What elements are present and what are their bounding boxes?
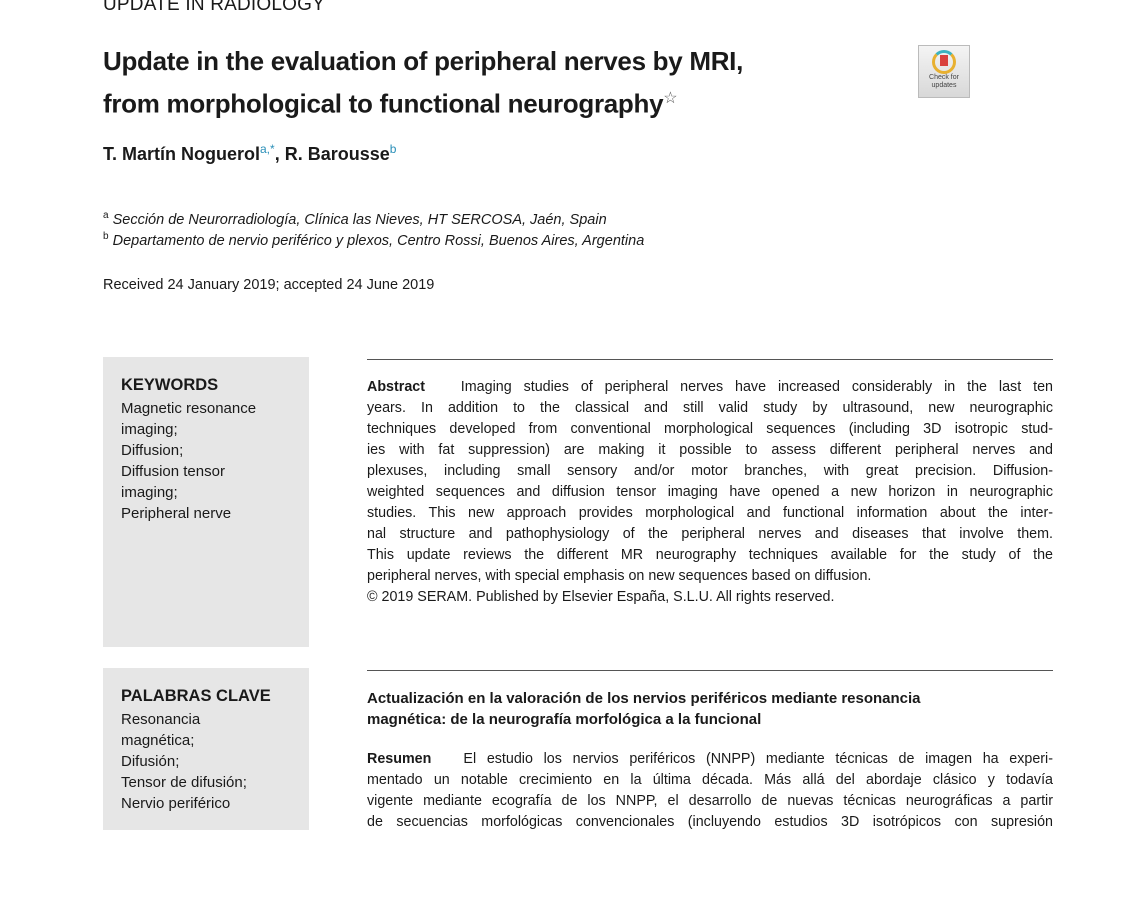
badge-text: updates [931,82,957,89]
badge-text: Check for [929,74,959,81]
line-text: This update reviews the different MR neu… [367,547,1053,563]
line-text: ies with fat suppression) are making it … [367,442,1053,458]
text-line: peripheral nerves, with special emphasis… [367,566,1053,587]
keyword: imaging; [121,484,178,501]
text-line: de secuencias morfológicas convencionale… [367,812,1053,833]
section-label: Resumen [367,751,432,767]
line-text: nal structure and pathophysiology of the… [367,526,1053,542]
title-line: from morphological to functional neurogr… [103,88,664,119]
section-label: Abstract [367,379,425,395]
affiliation: a Sección de Neurorradiología, Clínica l… [103,210,607,228]
authors: T. Martín Noguerola,*, R. Barousseb [103,142,396,165]
keyword: Tensor de difusión; [121,774,247,791]
article-title: Update in the evaluation of peripheral n… [103,42,743,123]
text-line: Resumen El estudio los nervios periféric… [367,749,1053,770]
resumen: Resumen El estudio los nervios periféric… [367,749,1053,833]
line-text: peripheral nerves, with special emphasis… [367,568,872,584]
received-dates: Received 24 January 2019; accepted 24 Ju… [103,277,435,293]
separator: , [274,144,285,164]
check-for-updates-button[interactable]: Check for updates [918,45,970,98]
divider [367,359,1053,360]
keyword: Difusión; [121,753,180,770]
affiliation: b Departamento de nervio periférico y pl… [103,231,644,249]
affiliation-text: Sección de Neurorradiología, Clínica las… [112,211,607,228]
keyword: Nervio periférico [121,795,231,812]
text-line: © 2019 SERAM. Published by Elsevier Espa… [367,587,1053,608]
line-text: mentado un notable crecimiento en la últ… [367,772,1053,788]
keyword: Diffusion tensor [121,463,225,480]
keyword: Magnetic resonance [121,400,257,417]
line-text: El estudio los nervios periféricos (NNPP… [463,751,1053,767]
affiliation-text: Departamento de nervio periférico y plex… [112,232,645,249]
text-line: techniques developed from conventional m… [367,419,1053,440]
line-text: studies. This new approach provides morp… [367,505,1053,521]
title-line: magnética: de la neurografía morfológica… [367,711,762,728]
line-text: © 2019 SERAM. Published by Elsevier Espa… [367,589,835,605]
author-name: R. Barousse [284,144,390,164]
affiliation-marker: a [103,210,109,221]
keyword: imaging; [121,421,178,438]
line-text: techniques developed from conventional m… [367,421,1053,437]
abstract: Abstract Imaging studies of peripheral n… [367,377,1053,608]
line-text: Imaging studies of peripheral nerves hav… [460,379,1053,395]
star-footnote-link[interactable]: ☆ [663,90,678,107]
spanish-title: Actualización en la valoración de los ne… [367,688,921,730]
line-text: vigente mediante ecografía de los NNPP, … [367,793,1053,809]
text-line: plexuses, including small sensory and/or… [367,461,1053,482]
title-line: Update in the evaluation of peripheral n… [103,46,744,76]
text-line: mentado un notable crecimiento en la últ… [367,770,1053,791]
text-line: ies with fat suppression) are making it … [367,440,1053,461]
title-line: Actualización en la valoración de los ne… [367,690,921,707]
affiliation-link[interactable]: b [389,142,397,156]
line-text: de secuencias morfológicas convencionale… [367,814,1053,830]
text-line: This update reviews the different MR neu… [367,545,1053,566]
text-line: years. In addition to the classical and … [367,398,1053,419]
affiliation-link[interactable]: a,* [260,142,275,156]
text-line: Abstract Imaging studies of peripheral n… [367,377,1053,398]
author-name: T. Martín Noguerol [103,144,260,164]
line-text: weighted sequences and diffusion tensor … [367,484,1053,500]
palabras-clave-box: PALABRAS CLAVE Resonancia magnética; Difus… [103,668,309,830]
line-text: years. In addition to the classical and … [367,400,1053,416]
keyword: Peripheral nerve [121,505,232,522]
divider [367,670,1053,671]
keywords-heading: KEYWORDS [121,376,219,394]
keyword: Diffusion; [121,442,184,459]
keyword: Resonancia [121,711,201,728]
palabras-heading: PALABRAS CLAVE [121,687,271,705]
text-line: weighted sequences and diffusion tensor … [367,482,1053,503]
text-line: nal structure and pathophysiology of the… [367,524,1053,545]
text-line: vigente mediante ecografía de los NNPP, … [367,791,1053,812]
line-text: plexuses, including small sensory and/or… [367,463,1053,479]
keywords-box: KEYWORDS Magnetic resonance imaging; Diffu… [103,357,309,647]
section-label: UPDATE IN RADIOLOGY [103,0,325,15]
bookmark-icon [932,50,956,74]
keyword: magnética; [121,732,195,749]
text-line: studies. This new approach provides morp… [367,503,1053,524]
affiliation-marker: b [103,231,109,242]
